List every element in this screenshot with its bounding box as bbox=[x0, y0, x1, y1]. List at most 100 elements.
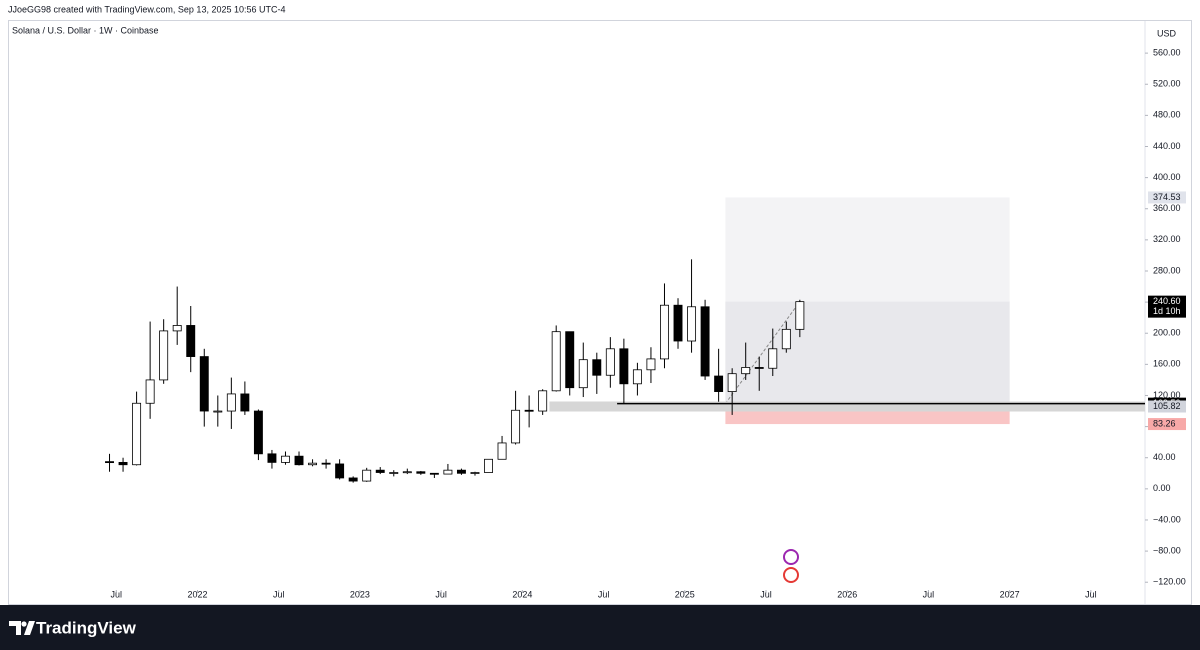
y-tick-label: 200.00 bbox=[1153, 328, 1181, 338]
x-tick-label: Jul bbox=[273, 589, 285, 599]
y-tick-label: 560.00 bbox=[1153, 47, 1181, 57]
candle-body bbox=[321, 462, 331, 465]
event-icon bbox=[783, 549, 799, 565]
candle-body bbox=[470, 472, 480, 474]
brand-logo bbox=[9, 621, 35, 635]
candle-body bbox=[497, 442, 507, 460]
candle-body bbox=[632, 369, 642, 385]
candle-body bbox=[768, 348, 778, 369]
candle-body bbox=[172, 325, 182, 332]
candle-body bbox=[213, 410, 223, 413]
candle-body bbox=[416, 471, 426, 474]
y-tick-label: 40.00 bbox=[1153, 452, 1176, 462]
x-tick-label: Jul bbox=[1085, 589, 1097, 599]
candle-body bbox=[389, 472, 399, 474]
footer bbox=[0, 605, 1200, 650]
price-label: 105.82 bbox=[1153, 401, 1181, 411]
candle-body bbox=[754, 367, 764, 369]
y-tick-label: 320.00 bbox=[1153, 234, 1181, 244]
chart-frame bbox=[8, 20, 1192, 605]
price-label-box bbox=[1148, 295, 1186, 318]
header-text: JJoeGG98 created with TradingView.com, S… bbox=[8, 4, 286, 14]
candle-body bbox=[267, 453, 277, 463]
candle-body bbox=[443, 469, 453, 475]
candle-body bbox=[727, 373, 737, 392]
y-tick-label: 160.00 bbox=[1153, 359, 1181, 369]
price-label: 83.26 bbox=[1153, 418, 1176, 428]
progress-zone bbox=[725, 301, 1010, 404]
price-label: 240.60 bbox=[1153, 296, 1181, 306]
price-label-box bbox=[1148, 191, 1186, 204]
x-tick-label: 2026 bbox=[837, 589, 857, 599]
currency: USD bbox=[1157, 28, 1177, 38]
x-tick-label: Jul bbox=[111, 589, 123, 599]
price-label-sub: 1d 10h bbox=[1153, 306, 1181, 316]
candle-body bbox=[592, 359, 602, 376]
y-tick-label: 280.00 bbox=[1153, 265, 1181, 275]
candle-body bbox=[145, 379, 155, 404]
x-tick-label: 2023 bbox=[350, 589, 370, 599]
candle-body bbox=[741, 367, 751, 375]
event-icon bbox=[783, 567, 799, 583]
y-tick-label: 480.00 bbox=[1153, 110, 1181, 120]
candle-body bbox=[538, 390, 548, 412]
candle-body bbox=[781, 328, 791, 350]
x-tick-label: Jul bbox=[760, 589, 772, 599]
candle-body bbox=[240, 393, 250, 412]
x-tick-label: 2024 bbox=[512, 589, 532, 599]
x-tick-label: 2027 bbox=[1000, 589, 1020, 599]
y-tick-label: 120.00 bbox=[1153, 390, 1181, 400]
candle-body bbox=[294, 455, 304, 466]
candle-body bbox=[186, 325, 196, 357]
candle-body bbox=[673, 304, 683, 342]
candle-body bbox=[700, 306, 710, 377]
candle-body bbox=[511, 409, 521, 444]
candle-body bbox=[348, 477, 358, 482]
x-tick-label: Jul bbox=[923, 589, 935, 599]
candle-body bbox=[565, 331, 575, 389]
candle-body bbox=[199, 356, 209, 412]
brand-logo-dot bbox=[21, 621, 27, 627]
y-tick-label: 400.00 bbox=[1153, 172, 1181, 182]
y-tick-label: −120.00 bbox=[1153, 577, 1186, 587]
candle-body bbox=[714, 375, 724, 392]
candle-body bbox=[687, 306, 697, 342]
candle-body bbox=[335, 463, 345, 479]
candle-body bbox=[105, 461, 114, 464]
price-label-box bbox=[1148, 400, 1186, 413]
candle-body bbox=[619, 348, 629, 385]
candle-body bbox=[660, 304, 669, 360]
candle-body bbox=[646, 358, 656, 371]
y-tick-label: −40.00 bbox=[1153, 514, 1181, 524]
price-label: 374.53 bbox=[1153, 192, 1181, 202]
candle-body bbox=[375, 469, 385, 473]
brand: TradingView bbox=[36, 618, 137, 637]
y-tick-label: −80.00 bbox=[1153, 545, 1181, 555]
progress-line bbox=[724, 301, 801, 404]
candle-body bbox=[132, 402, 142, 466]
candle-body bbox=[226, 393, 236, 412]
y-tick-label: 0.00 bbox=[1153, 483, 1171, 493]
chart-title: Solana / U.S. Dollar · 1W · Coinbase bbox=[12, 25, 159, 35]
x-tick-label: 2025 bbox=[675, 589, 695, 599]
support-band bbox=[549, 401, 1145, 412]
x-tick-label: Jul bbox=[435, 589, 447, 599]
price-label-box bbox=[1148, 418, 1186, 431]
candle-body bbox=[429, 472, 439, 475]
candle-body bbox=[253, 410, 263, 455]
candle-body bbox=[456, 469, 466, 474]
y-tick-label: 520.00 bbox=[1153, 79, 1181, 89]
candle-body bbox=[308, 462, 318, 466]
candle-body bbox=[362, 469, 372, 482]
candle-body bbox=[524, 409, 534, 412]
plot: −120.00−80.00−40.000.0040.0080.00120.001… bbox=[105, 47, 1186, 599]
candle-body bbox=[605, 348, 615, 376]
y-tick-label: 360.00 bbox=[1153, 203, 1181, 213]
y-tick-label: 440.00 bbox=[1153, 141, 1181, 151]
candle-body bbox=[795, 301, 805, 330]
candle-body bbox=[281, 455, 290, 463]
candle-body bbox=[159, 330, 169, 381]
